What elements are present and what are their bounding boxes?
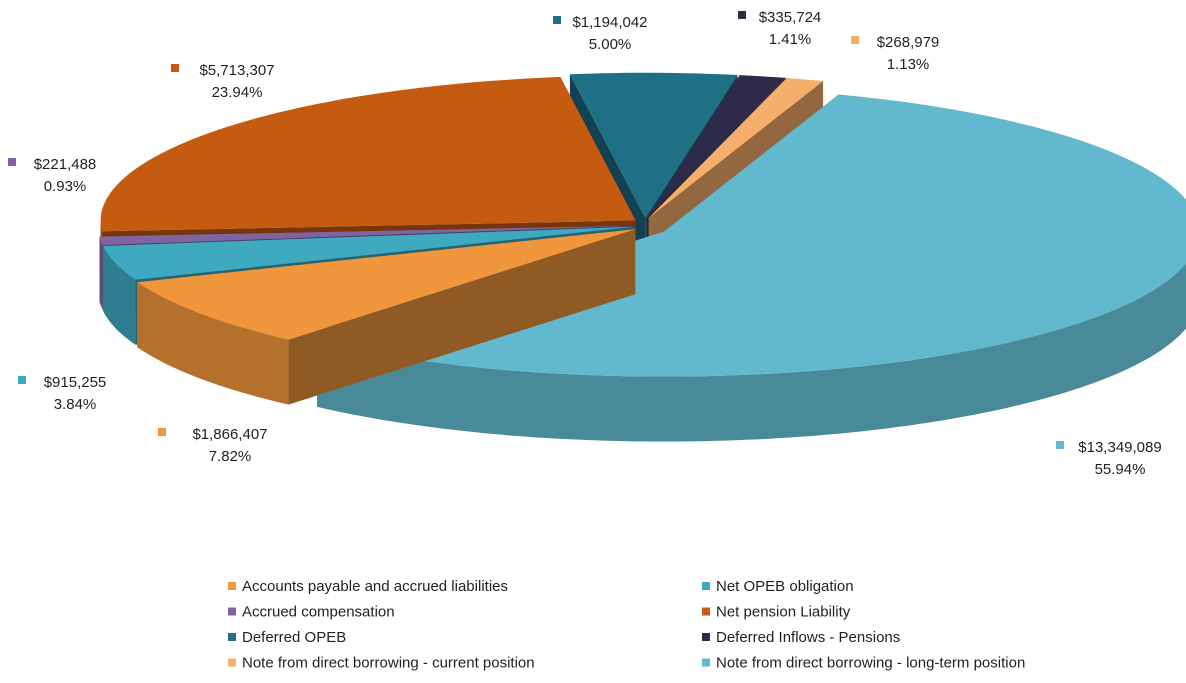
legend-key [228,607,236,616]
percent-label: 1.41% [769,31,812,48]
legend-key [702,582,710,590]
value-label: $268,979 [877,34,940,51]
slice [648,78,824,219]
legend-label: Accrued compensation [242,603,395,620]
slice-shade [137,282,289,405]
legend-label: Accounts payable and accrued liabilities [242,578,508,595]
slice-shade [317,263,1186,442]
legend-key [228,582,236,590]
label-key [1056,441,1064,449]
label-key [738,11,746,19]
slice [647,75,786,218]
label-key [553,16,561,24]
slice-wall [103,246,136,345]
label-key [851,36,859,44]
value-label: $1,194,042 [572,14,647,31]
value-label: $1,866,407 [192,426,267,443]
percent-label: 1.13% [887,56,930,73]
legend-label: Note from direct borrowing - long-term p… [716,654,1025,671]
legend-key [228,633,236,641]
slice-shade [103,246,136,345]
legend-label: Note from direct borrowing - current pos… [242,654,535,671]
label-key [18,376,26,384]
percent-label: 3.84% [54,396,97,413]
slice [569,72,738,218]
value-label: $915,255 [44,374,107,391]
slice-wall [99,236,103,310]
value-label: $13,349,089 [1078,439,1161,456]
legend-key [228,658,236,667]
slice-shade [99,236,103,310]
legend-key [702,607,710,616]
slice [103,226,634,280]
value-label: $335,724 [759,9,822,26]
slice [100,76,636,232]
legend-key [702,633,710,641]
slice-wall [317,263,1186,442]
percent-label: 55.94% [1095,461,1146,478]
slice [137,229,636,340]
percent-label: 7.82% [209,448,252,465]
percent-label: 23.94% [212,84,263,101]
slice [99,225,634,245]
label-key [158,428,166,436]
legend-label: Net OPEB obligation [716,578,854,595]
percent-label: 5.00% [589,36,632,53]
legend-label: Net pension Liability [716,603,851,620]
label-key [8,158,16,166]
legend-key [702,658,710,667]
value-label: $221,488 [34,156,97,173]
value-label: $5,713,307 [199,62,274,79]
legend-label: Deferred OPEB [242,629,346,646]
label-key [171,64,179,72]
slice-wall [137,282,289,405]
legend-label: Deferred Inflows - Pensions [716,629,900,646]
percent-label: 0.93% [44,178,87,195]
